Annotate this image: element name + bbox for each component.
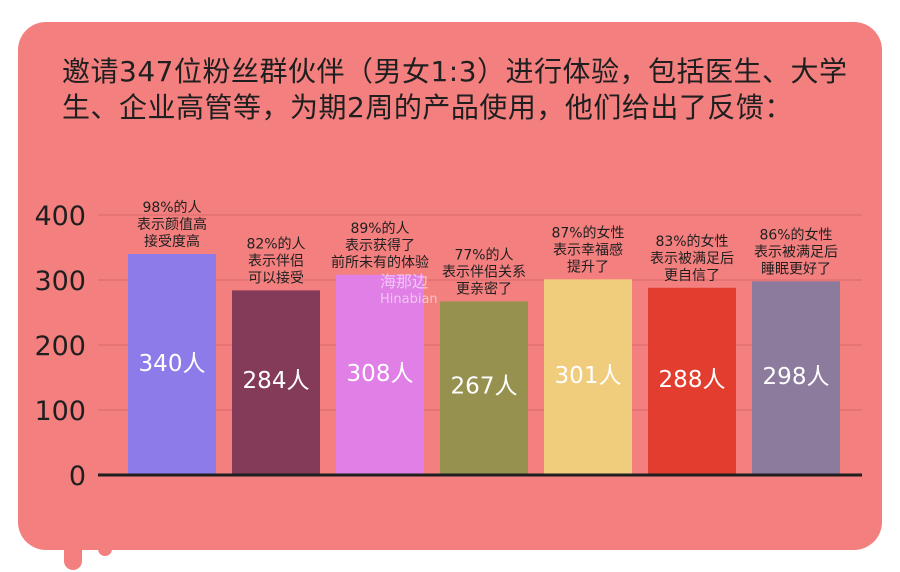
bar-annotation: 表示被满足后 bbox=[754, 244, 838, 260]
bar-annotation: 更亲密了 bbox=[456, 280, 512, 297]
bar-annotation: 提升了 bbox=[567, 259, 609, 275]
bar-annotation: 87%的女性 bbox=[551, 224, 624, 241]
bar-value-label: 267人 bbox=[451, 373, 518, 399]
bar-annotation: 表示被满足后 bbox=[650, 251, 734, 267]
watermark-text: 海那边 bbox=[380, 272, 429, 291]
drip-decoration bbox=[64, 540, 82, 570]
bar-annotation: 接受度高 bbox=[144, 233, 200, 250]
bar-value-label: 308人 bbox=[347, 361, 414, 387]
bar-value-label: 301人 bbox=[555, 363, 622, 389]
bar-annotation: 表示幸福感 bbox=[553, 241, 623, 258]
bar-annotation: 可以接受 bbox=[248, 269, 304, 286]
bar-annotation: 83%的女性 bbox=[655, 233, 728, 250]
bar-value-label: 288人 bbox=[659, 367, 726, 393]
bar-annotation: 表示颜值高 bbox=[137, 216, 207, 233]
y-tick-label: 200 bbox=[34, 331, 86, 362]
bar bbox=[440, 301, 528, 475]
bar-annotation: 前所未有的体验 bbox=[331, 254, 429, 271]
bar bbox=[232, 290, 320, 475]
bar bbox=[128, 254, 216, 475]
bar-annotation: 表示伴侣 bbox=[248, 253, 304, 269]
bar-annotation: 98%的人 bbox=[142, 200, 201, 216]
y-tick-label: 100 bbox=[34, 396, 86, 427]
watermark: 海那边 Hinabian bbox=[380, 268, 438, 307]
bar-annotation: 更自信了 bbox=[664, 268, 720, 284]
y-tick-label: 300 bbox=[34, 266, 86, 297]
y-tick-label: 400 bbox=[34, 201, 86, 232]
bar-annotation: 表示获得了 bbox=[345, 237, 415, 254]
bar-annotation: 86%的女性 bbox=[759, 226, 832, 243]
bar-value-label: 340人 bbox=[139, 351, 206, 377]
drip-decoration bbox=[98, 540, 112, 556]
bar bbox=[336, 274, 424, 475]
chart-title: 邀请347位粉丝群伙伴（男女1:3）进行体验，包括医生、大学生、企业高管等，为期… bbox=[62, 55, 848, 124]
bar bbox=[752, 281, 840, 475]
bar-value-label: 298人 bbox=[763, 364, 830, 390]
bar-annotation: 77%的人 bbox=[454, 247, 513, 263]
bar bbox=[648, 287, 736, 475]
bar-annotation: 表示伴侣关系 bbox=[442, 264, 526, 280]
y-tick-label: 0 bbox=[69, 461, 86, 492]
bar-annotation: 82%的人 bbox=[246, 236, 305, 252]
bar-value-label: 284人 bbox=[243, 368, 310, 394]
bar bbox=[544, 279, 632, 475]
bar-annotation: 89%的人 bbox=[350, 221, 409, 237]
bar-annotation: 睡眠更好了 bbox=[761, 261, 831, 277]
watermark-subtext: Hinabian bbox=[380, 292, 438, 307]
